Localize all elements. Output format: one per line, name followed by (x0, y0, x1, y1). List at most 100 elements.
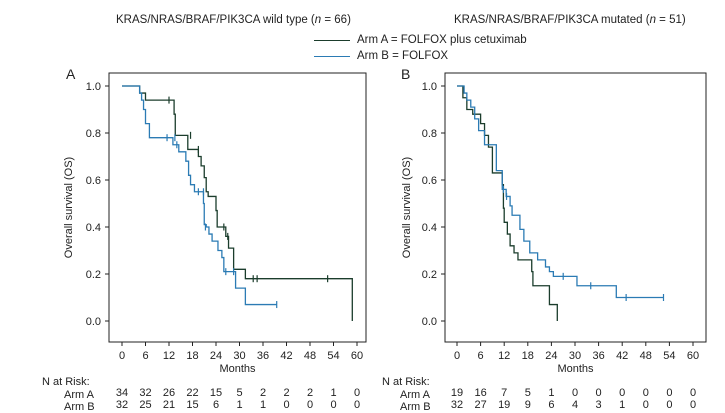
panel-b-ytick-label: 0.8 (422, 128, 437, 140)
panel-b-xtick-label: 48 (640, 350, 652, 362)
panel-b-xtick-label: 30 (569, 350, 581, 362)
panel-b-curve-arm-b (457, 85, 664, 299)
panel-b-curve-arm-a (457, 85, 558, 321)
panel-a-xtick-label: 42 (280, 350, 292, 362)
panel-a-ytick-label: 1.0 (86, 81, 101, 93)
legend-label-arm-b: Arm B = FOLFOX (357, 50, 449, 62)
panel-b-xtick-label: 54 (663, 350, 675, 362)
panel-b-risk-arm-b-value: 1 (619, 399, 625, 411)
legend-swatch-arm-b (314, 55, 350, 57)
panel-b-plot-frame (444, 72, 707, 343)
panel-b-risk-arm-a-value: 0 (690, 387, 696, 399)
legend-swatch-arm-a (314, 39, 350, 41)
panel-b-risk-arm-b-value: 9 (525, 399, 531, 411)
panel-a-plot-frame (108, 72, 367, 343)
panel-a-title: KRAS/NRAS/BRAF/PIK3CA wild type (n = 66) (116, 14, 351, 26)
panel-b-risk-arm-b-value: 3 (596, 399, 602, 411)
panel-b-risk-arm-a-value: 1 (548, 387, 554, 399)
panel-b-ytick-label: 0.6 (422, 175, 437, 187)
panel-b-risk-arm-a-value: 0 (666, 387, 672, 399)
panel-a-risk-arm-a-value: 5 (236, 387, 242, 399)
panel-a-risk-arm-a-value: 2 (307, 387, 313, 399)
panel-a-risk-arm-a-value: 15 (210, 387, 222, 399)
panel-a-xtick-label: 60 (351, 350, 363, 362)
panel-a-xtick-label: 18 (186, 350, 198, 362)
panel-a-risk-arm-a-value: 32 (139, 387, 151, 399)
panel-b-risk-arm-a-value: 0 (619, 387, 625, 399)
panel-a-xtick-label: 30 (233, 350, 245, 362)
panel-a-risk-arm-b-value: 32 (116, 399, 128, 411)
panel-a-ylabel: Overall survival (OS) (63, 157, 75, 258)
risk-label-b-arm-a: Arm A (400, 389, 430, 401)
panel-a-xtick-label: 24 (210, 350, 222, 362)
panel-a-title-suffix: = 66) (321, 14, 351, 26)
panel-a-ytick-label: 0.0 (86, 316, 101, 328)
panel-a-curve-arm-a (122, 85, 353, 321)
panel-b-xtick-label: 12 (498, 350, 510, 362)
panel-a-risk-arm-a-value: 26 (163, 387, 175, 399)
panel-b-risk-arm-a-value: 16 (474, 387, 486, 399)
panel-a-xtick-label: 6 (142, 350, 148, 362)
legend-item-arm-b: Arm B = FOLFOX (314, 50, 448, 62)
panel-a-curve-arm-b (122, 85, 277, 306)
panel-b-risk-arm-b-value: 0 (690, 399, 696, 411)
panel-a-title-prefix: KRAS/NRAS/BRAF/PIK3CA wild type ( (116, 14, 315, 26)
panel-b-ytick-label: 0.0 (422, 316, 437, 328)
panel-b-risk-arm-b-value: 27 (474, 399, 486, 411)
panel-a-risk-arm-a-value: 1 (330, 387, 336, 399)
panel-b-risk-arm-a-value: 0 (596, 387, 602, 399)
panel-b-title-prefix: KRAS/NRAS/BRAF/PIK3CA mutated ( (454, 14, 650, 26)
panel-b-xlabel: Months (557, 363, 594, 375)
legend-label-arm-a: Arm A = FOLFOX plus cetuximab (357, 34, 527, 46)
panel-b-risk-arm-a-value: 7 (501, 387, 507, 399)
panel-b-title-n: n (649, 14, 656, 26)
panel-a-risk-arm-a-value: 34 (116, 387, 128, 399)
legend-item-arm-a: Arm A = FOLFOX plus cetuximab (314, 34, 527, 46)
panel-a-risk-arm-b-value: 21 (163, 399, 175, 411)
panel-a-xtick-label: 54 (327, 350, 339, 362)
panel-a-ytick-label: 0.6 (86, 175, 101, 187)
panel-a-risk-arm-b-value: 1 (236, 399, 242, 411)
panel-a-xtick-label: 0 (119, 350, 125, 362)
panel-b-letter: B (401, 66, 411, 82)
panel-a-risk-arm-b-value: 0 (283, 399, 289, 411)
panel-b-risk-arm-b-value: 4 (572, 399, 578, 411)
panel-b-xtick-label: 6 (478, 350, 484, 362)
risk-header-a: N at Risk: (42, 376, 90, 388)
risk-label-a-arm-a: Arm A (64, 389, 94, 401)
risk-label-b-arm-b: Arm B (400, 401, 431, 413)
panel-b-risk-arm-b-value: 0 (643, 399, 649, 411)
panel-b-risk-arm-b-value: 6 (548, 399, 554, 411)
panel-a-risk-arm-b-value: 15 (186, 399, 198, 411)
panel-b-title: KRAS/NRAS/BRAF/PIK3CA mutated (n = 51) (454, 14, 686, 26)
panel-a-xtick-label: 36 (257, 350, 269, 362)
panel-b-ytick-label: 1.0 (422, 81, 437, 93)
panel-b-ytick-label: 0.2 (422, 269, 437, 281)
panel-b-risk-arm-a-value: 5 (525, 387, 531, 399)
panel-b-risk-arm-b-value: 19 (498, 399, 510, 411)
panel-a-risk-arm-b-value: 1 (260, 399, 266, 411)
risk-label-a-arm-b: Arm B (64, 401, 95, 413)
panel-b-risk-arm-b-value: 0 (666, 399, 672, 411)
panel-a-title-n: n (314, 14, 322, 26)
panel-b-xtick-label: 60 (687, 350, 699, 362)
panel-a-letter: A (66, 66, 76, 82)
panel-a-risk-arm-b-value: 0 (330, 399, 336, 411)
panel-b-xtick-label: 24 (545, 350, 557, 362)
panel-a-risk-arm-b-value: 6 (213, 399, 219, 411)
panel-b-title-suffix: = 51) (655, 14, 686, 26)
panel-b-xtick-label: 42 (616, 350, 628, 362)
panel-a-risk-arm-a-value: 22 (186, 387, 198, 399)
panel-a-risk-arm-a-value: 2 (260, 387, 266, 399)
panel-b-xtick-label: 18 (522, 350, 534, 362)
panel-a-xlabel: Months (219, 363, 256, 375)
panel-b-risk-arm-b-value: 32 (451, 399, 463, 411)
panel-b-risk-arm-a-value: 0 (643, 387, 649, 399)
panel-b-xtick-label: 36 (592, 350, 604, 362)
panel-a-risk-arm-b-value: 0 (354, 399, 360, 411)
panel-a-ytick-label: 0.4 (86, 222, 101, 234)
risk-header-b: N at Risk: (382, 376, 430, 388)
panel-b-risk-arm-a-value: 19 (451, 387, 463, 399)
panel-a-risk-arm-a-value: 2 (283, 387, 289, 399)
panel-a-risk-arm-a-value: 0 (354, 387, 360, 399)
